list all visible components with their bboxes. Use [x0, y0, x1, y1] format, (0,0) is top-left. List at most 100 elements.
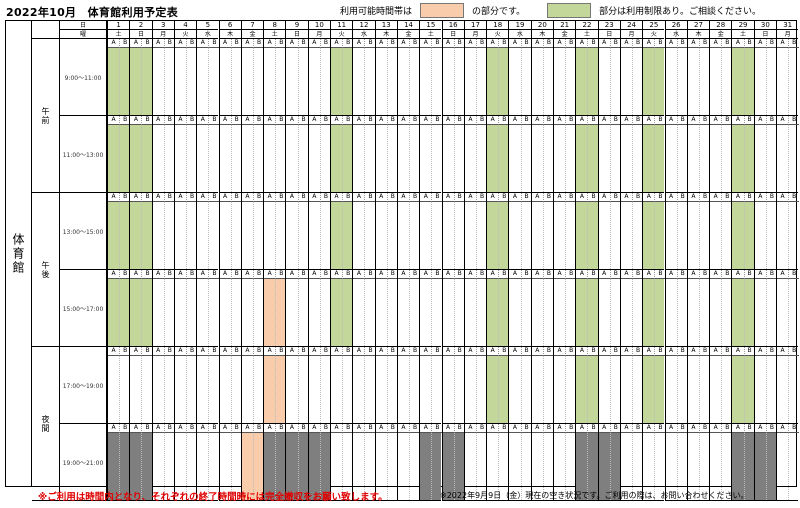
- schedule-cell[interactable]: [197, 433, 219, 501]
- schedule-cell[interactable]: [308, 279, 330, 347]
- schedule-cell[interactable]: [464, 356, 487, 424]
- schedule-cell[interactable]: [108, 433, 130, 501]
- schedule-cell[interactable]: [598, 125, 620, 193]
- schedule-cell[interactable]: [420, 433, 442, 501]
- schedule-cell[interactable]: [531, 125, 553, 193]
- schedule-cell[interactable]: [108, 202, 130, 270]
- schedule-cell[interactable]: [152, 356, 174, 424]
- schedule-cell[interactable]: [687, 202, 710, 270]
- schedule-cell[interactable]: [197, 356, 219, 424]
- schedule-cell[interactable]: [687, 125, 710, 193]
- schedule-cell[interactable]: [108, 356, 130, 424]
- schedule-cell[interactable]: [353, 125, 375, 193]
- schedule-cell[interactable]: [665, 125, 687, 193]
- schedule-cell[interactable]: [710, 48, 732, 116]
- schedule-cell[interactable]: [353, 48, 375, 116]
- schedule-cell[interactable]: [487, 356, 509, 424]
- schedule-cell[interactable]: [487, 433, 509, 501]
- schedule-cell[interactable]: [643, 202, 665, 270]
- schedule-cell[interactable]: [710, 356, 732, 424]
- schedule-cell[interactable]: [152, 279, 174, 347]
- schedule-cell[interactable]: [464, 125, 487, 193]
- schedule-cell[interactable]: [710, 279, 732, 347]
- schedule-cell[interactable]: [554, 356, 576, 424]
- schedule-cell[interactable]: [420, 202, 442, 270]
- schedule-cell[interactable]: [665, 279, 687, 347]
- schedule-cell[interactable]: [286, 48, 308, 116]
- schedule-cell[interactable]: [397, 125, 420, 193]
- schedule-cell[interactable]: [754, 279, 776, 347]
- schedule-cell[interactable]: [732, 202, 754, 270]
- schedule-cell[interactable]: [487, 279, 509, 347]
- schedule-cell[interactable]: [331, 433, 353, 501]
- schedule-cell[interactable]: [643, 279, 665, 347]
- schedule-cell[interactable]: [286, 433, 308, 501]
- schedule-cell[interactable]: [509, 48, 531, 116]
- schedule-cell[interactable]: [732, 48, 754, 116]
- schedule-cell[interactable]: [620, 279, 643, 347]
- schedule-cell[interactable]: [331, 279, 353, 347]
- schedule-cell[interactable]: [531, 202, 553, 270]
- schedule-cell[interactable]: [777, 279, 799, 347]
- schedule-cell[interactable]: [576, 356, 598, 424]
- schedule-cell[interactable]: [286, 279, 308, 347]
- schedule-cell[interactable]: [620, 202, 643, 270]
- schedule-cell[interactable]: [286, 125, 308, 193]
- schedule-cell[interactable]: [397, 433, 420, 501]
- schedule-cell[interactable]: [197, 125, 219, 193]
- schedule-cell[interactable]: [687, 356, 710, 424]
- schedule-cell[interactable]: [130, 356, 152, 424]
- schedule-cell[interactable]: [420, 356, 442, 424]
- schedule-cell[interactable]: [554, 279, 576, 347]
- schedule-cell[interactable]: [576, 125, 598, 193]
- schedule-cell[interactable]: [598, 356, 620, 424]
- schedule-cell[interactable]: [174, 48, 197, 116]
- schedule-cell[interactable]: [174, 433, 197, 501]
- schedule-cell[interactable]: [420, 279, 442, 347]
- schedule-cell[interactable]: [241, 279, 264, 347]
- schedule-cell[interactable]: [108, 279, 130, 347]
- schedule-cell[interactable]: [286, 356, 308, 424]
- schedule-cell[interactable]: [598, 202, 620, 270]
- schedule-cell[interactable]: [509, 356, 531, 424]
- schedule-cell[interactable]: [219, 125, 241, 193]
- schedule-cell[interactable]: [152, 48, 174, 116]
- schedule-cell[interactable]: [331, 356, 353, 424]
- schedule-cell[interactable]: [531, 356, 553, 424]
- schedule-cell[interactable]: [375, 202, 397, 270]
- schedule-cell[interactable]: [108, 125, 130, 193]
- schedule-cell[interactable]: [308, 125, 330, 193]
- schedule-cell[interactable]: [732, 279, 754, 347]
- schedule-cell[interactable]: [442, 279, 464, 347]
- schedule-cell[interactable]: [665, 202, 687, 270]
- schedule-cell[interactable]: [598, 279, 620, 347]
- schedule-cell[interactable]: [397, 356, 420, 424]
- schedule-cell[interactable]: [643, 125, 665, 193]
- schedule-cell[interactable]: [754, 356, 776, 424]
- schedule-cell[interactable]: [687, 48, 710, 116]
- schedule-cell[interactable]: [777, 356, 799, 424]
- schedule-cell[interactable]: [531, 48, 553, 116]
- schedule-cell[interactable]: [130, 279, 152, 347]
- schedule-cell[interactable]: [620, 433, 643, 501]
- schedule-cell[interactable]: [665, 356, 687, 424]
- schedule-cell[interactable]: [665, 433, 687, 501]
- schedule-cell[interactable]: [219, 202, 241, 270]
- schedule-cell[interactable]: [754, 125, 776, 193]
- schedule-cell[interactable]: [353, 433, 375, 501]
- schedule-cell[interactable]: [152, 202, 174, 270]
- schedule-cell[interactable]: [308, 433, 330, 501]
- schedule-cell[interactable]: [264, 433, 286, 501]
- schedule-cell[interactable]: [487, 125, 509, 193]
- schedule-cell[interactable]: [130, 48, 152, 116]
- schedule-cell[interactable]: [531, 279, 553, 347]
- schedule-cell[interactable]: [754, 433, 776, 501]
- schedule-cell[interactable]: [777, 202, 799, 270]
- schedule-cell[interactable]: [219, 433, 241, 501]
- schedule-cell[interactable]: [598, 433, 620, 501]
- schedule-cell[interactable]: [442, 48, 464, 116]
- schedule-cell[interactable]: [174, 279, 197, 347]
- schedule-cell[interactable]: [576, 433, 598, 501]
- schedule-cell[interactable]: [754, 202, 776, 270]
- schedule-cell[interactable]: [174, 356, 197, 424]
